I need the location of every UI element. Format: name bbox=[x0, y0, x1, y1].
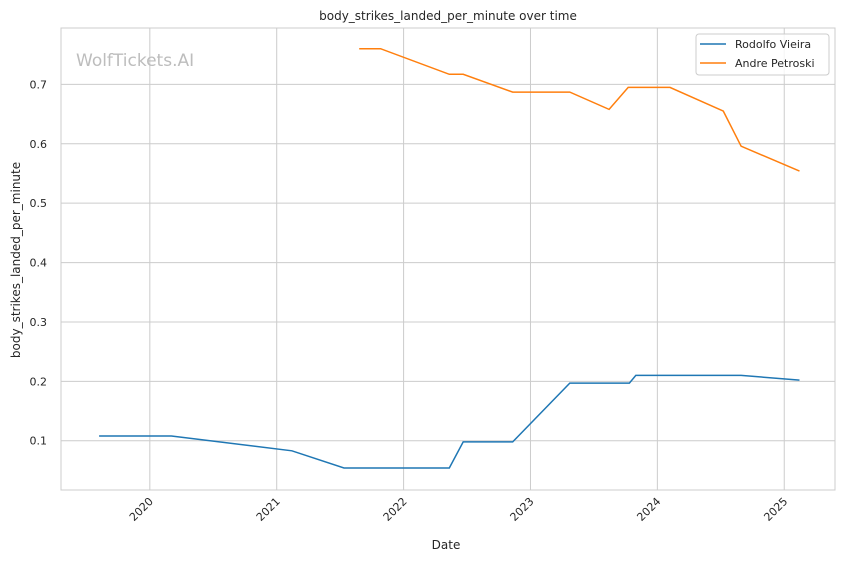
series-line-rodolfo-vieira bbox=[99, 374, 800, 469]
y-tick-label: 0.3 bbox=[30, 316, 48, 329]
tick-labels: 2020 2021 2022 2023 2024 2025 0.1 0.2 0.3 0.4 0.5 0… bbox=[30, 78, 791, 524]
y-tick-label: 0.2 bbox=[30, 375, 48, 388]
series-line-andre-petroski bbox=[359, 48, 800, 172]
x-tick-label: 2021 bbox=[254, 495, 283, 524]
series-lines bbox=[99, 48, 800, 469]
y-tick-label: 0.5 bbox=[30, 197, 48, 210]
x-tick-label: 2020 bbox=[127, 495, 156, 524]
plot-frame bbox=[60, 27, 836, 491]
chart-title: body_strikes_landed_per_minute over time bbox=[319, 9, 577, 23]
y-tick-label: 0.7 bbox=[30, 78, 48, 91]
x-tick-label: 2025 bbox=[761, 495, 790, 524]
x-tick-label: 2022 bbox=[381, 495, 410, 524]
y-axis-label: body_strikes_landed_per_minute bbox=[9, 162, 23, 358]
watermark: WolfTickets.AI bbox=[76, 51, 194, 71]
legend-label-andre: Andre Petroski bbox=[735, 57, 815, 70]
x-axis-label: Date bbox=[432, 538, 461, 552]
legend-label-rodolfo: Rodolfo Vieira bbox=[735, 38, 811, 51]
y-tick-label: 0.6 bbox=[30, 138, 48, 151]
y-tick-label: 0.1 bbox=[30, 435, 48, 448]
x-tick-label: 2023 bbox=[508, 495, 537, 524]
legend: Rodolfo Vieira Andre Petroski bbox=[695, 33, 830, 76]
x-tick-label: 2024 bbox=[634, 495, 663, 524]
legend-box bbox=[695, 33, 830, 76]
y-tick-label: 0.4 bbox=[30, 257, 48, 270]
grid bbox=[61, 28, 835, 490]
